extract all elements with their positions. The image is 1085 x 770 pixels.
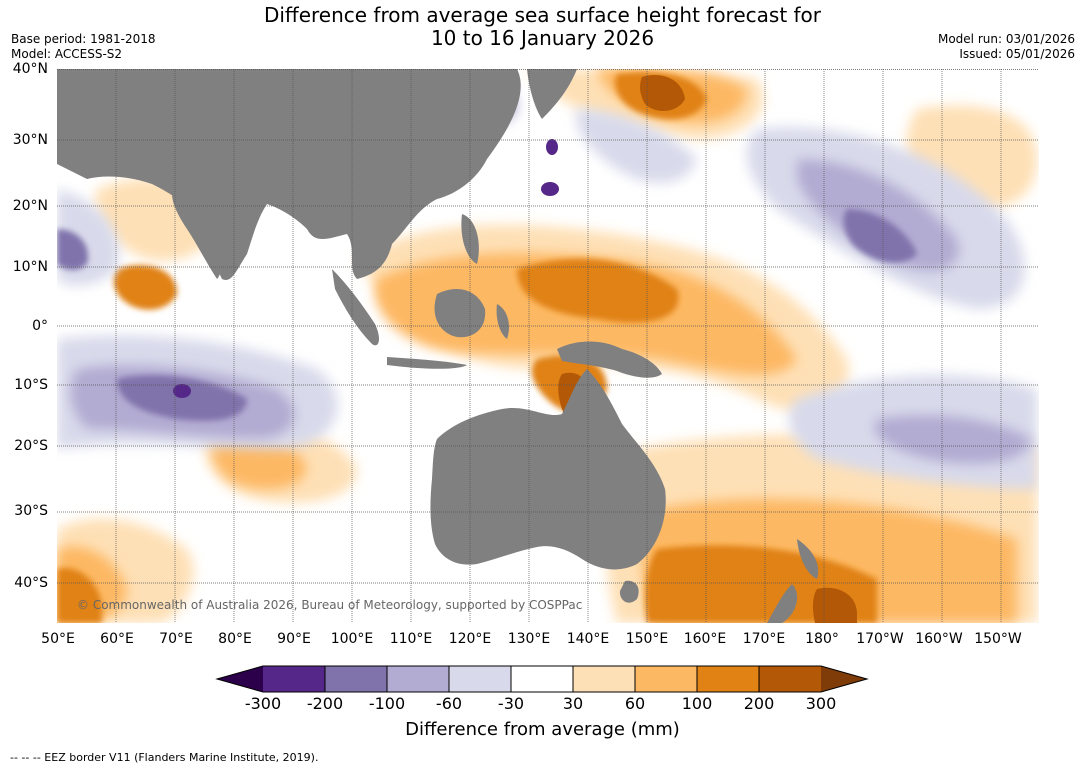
colorbar-swatch — [635, 666, 697, 692]
title-line-2: 10 to 16 January 2026 — [430, 26, 655, 50]
lat-label: 40°S — [14, 575, 48, 591]
lon-label: 150°E — [625, 631, 669, 647]
lat-label: 40°N — [12, 61, 48, 77]
new-guinea-land — [557, 341, 662, 378]
colorbar-tick-label: 100 — [681, 694, 713, 713]
title-line-1: Difference from average sea surface heig… — [263, 3, 822, 27]
lat-label: 20°N — [12, 198, 48, 214]
lat-label: 30°S — [14, 503, 48, 519]
lat-label: 0° — [32, 318, 48, 334]
run-info: Model run: 03/01/2026 Issued: 05/01/2026 — [938, 32, 1075, 62]
model-name: Model: ACCESS-S2 — [11, 47, 123, 61]
colorbar-tick-label: 300 — [805, 694, 837, 713]
model-run: Model run: 03/01/2026 — [937, 32, 1075, 46]
lon-label: 60°E — [100, 631, 134, 647]
colorbar-tick-label: -300 — [244, 694, 282, 713]
lon-label: 170°W — [856, 631, 904, 647]
lon-label: 70°E — [159, 631, 193, 647]
colorbar-extend-high — [821, 666, 867, 692]
lon-label: 90°E — [277, 631, 311, 647]
colorbar-swatch — [697, 666, 759, 692]
graticule — [57, 69, 1039, 623]
java-land — [387, 357, 467, 369]
colorbar-extend-low — [217, 666, 263, 692]
colorbar-tick-label: -60 — [435, 694, 463, 713]
india-land — [172, 194, 221, 279]
negative-anomaly-peak — [173, 139, 559, 398]
asia-land — [57, 69, 521, 280]
sulawesi-land — [496, 304, 509, 339]
colorbar-swatch — [263, 666, 325, 692]
colorbar-swatch — [573, 666, 635, 692]
japan-land — [527, 69, 577, 119]
australia-land — [430, 369, 666, 570]
colorbar-swatch — [325, 666, 387, 692]
colorbar — [215, 665, 869, 693]
colorbar-swatch — [759, 666, 821, 692]
map-svg: © Commonwealth of Australia 2026, Bureau… — [57, 69, 1039, 623]
lon-label: 150°W — [974, 631, 1022, 647]
lon-label: 50°E — [41, 631, 75, 647]
eez-footnote: -- -- -- EEZ border V11 (Flanders Marine… — [10, 751, 319, 764]
tasmania-land — [619, 580, 639, 603]
colorbar-tick-label: -30 — [497, 694, 525, 713]
issued-date: Issued: 05/01/2026 — [959, 47, 1075, 61]
lon-label: 130°E — [507, 631, 551, 647]
colorbar-tick-label: 60 — [624, 694, 646, 713]
base-period: Base period: 1981-2018 — [11, 32, 156, 46]
colorbar-swatch — [449, 666, 511, 692]
lon-label: 140°E — [566, 631, 610, 647]
new-zealand-land — [767, 539, 819, 623]
lon-label: 160°W — [915, 631, 963, 647]
colorbar-tick-label: 30 — [562, 694, 584, 713]
model-info: Base period: 1981-2018 Model: ACCESS-S2 — [11, 32, 156, 62]
lon-label: 160°E — [683, 631, 727, 647]
lat-label: 10°N — [12, 259, 48, 275]
colorbar-title: Difference from average (mm) — [405, 719, 680, 740]
lon-label: 100°E — [330, 631, 374, 647]
borneo-land — [434, 289, 486, 338]
lat-label: 10°S — [14, 377, 48, 393]
colorbar-tick-label: -200 — [306, 694, 344, 713]
lat-label: 20°S — [14, 438, 48, 454]
colorbar-tick-label: -100 — [368, 694, 406, 713]
lon-label: 180° — [805, 631, 839, 647]
sea-level-map: © Commonwealth of Australia 2026, Bureau… — [57, 69, 1039, 623]
lat-label: 30°N — [12, 132, 48, 148]
lon-label: 80°E — [218, 631, 252, 647]
colorbar-swatch — [387, 666, 449, 692]
lon-label: 170°E — [742, 631, 786, 647]
copyright-notice: © Commonwealth of Australia 2026, Bureau… — [77, 598, 582, 612]
colorbar-tick-label: 200 — [743, 694, 775, 713]
map-title: Difference from average sea surface heig… — [0, 4, 1085, 50]
lon-label: 120°E — [448, 631, 492, 647]
lon-label: 110°E — [389, 631, 433, 647]
colorbar-swatch — [511, 666, 573, 692]
